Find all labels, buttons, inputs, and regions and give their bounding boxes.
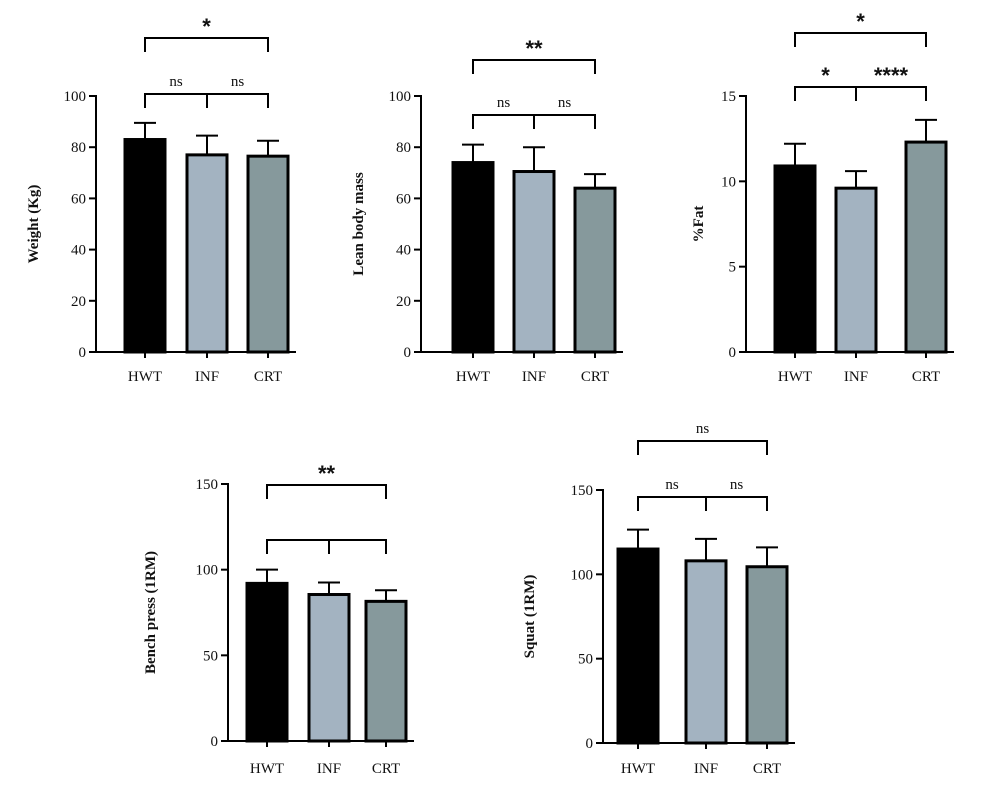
significance-label-1: * [821, 63, 830, 88]
significance-bracket-1 [266, 539, 330, 554]
significance-bracket-3 [472, 59, 596, 74]
y-tick-label-0: 0 [729, 345, 737, 361]
x-tick-label-crt: CRT [912, 369, 940, 385]
bar-hwt [245, 581, 289, 743]
significance-label-2: **** [874, 63, 909, 88]
y-tick-label-50: 50 [203, 648, 218, 664]
chart-panel-2: 0 20 40 60 80 100 HWT INF CRT Lean body mass ns ns *… [351, 36, 623, 385]
x-tick-label-hwt: HWT [456, 369, 490, 385]
y-tick-label-10: 10 [721, 174, 736, 190]
y-tick-label-60: 60 [71, 191, 86, 207]
significance-label-3: * [202, 14, 211, 39]
y-tick-label-80: 80 [71, 140, 86, 156]
significance-bracket-2 [328, 539, 387, 554]
bar-inf [185, 153, 229, 354]
bar-hwt [123, 138, 167, 354]
significance-bracket-2 [705, 496, 768, 511]
x-tick-label-hwt: HWT [250, 761, 284, 777]
chart-panel-4: 0 50 100 150 HWT INF CRT Bench press (1RM) ** [143, 461, 414, 777]
y-tick-label-100: 100 [64, 89, 87, 105]
significance-bracket-1 [144, 93, 208, 108]
y-tick-label-150: 150 [196, 477, 219, 493]
y-tick-label-150: 150 [571, 483, 594, 499]
y-tick-label-20: 20 [71, 294, 86, 310]
x-tick-label-crt: CRT [753, 761, 781, 777]
significance-label-1: ns [497, 95, 511, 111]
y-axis-title: %Fat [691, 206, 707, 243]
significance-bracket-1 [472, 114, 535, 129]
significance-label-3: ns [696, 421, 710, 437]
x-tick-label-hwt: HWT [128, 369, 162, 385]
significance-label-2: ns [730, 477, 744, 493]
significance-label-1: ns [169, 74, 183, 90]
bar-inf [307, 593, 351, 743]
significance-bracket-3 [637, 440, 768, 455]
y-tick-label-100: 100 [571, 567, 594, 583]
significance-bracket-1 [637, 496, 707, 511]
y-axis-title: Bench press (1RM) [143, 551, 159, 674]
y-tick-label-100: 100 [389, 89, 412, 105]
significance-label-1: ns [665, 477, 679, 493]
x-tick-label-crt: CRT [581, 369, 609, 385]
y-tick-label-0: 0 [404, 345, 412, 361]
bar-crt [573, 186, 617, 354]
y-tick-label-0: 0 [586, 736, 594, 752]
bar-inf [512, 170, 556, 354]
bar-hwt [616, 547, 660, 745]
significance-label-3: ** [318, 461, 336, 486]
bar-crt [904, 140, 948, 354]
bar-hwt [773, 164, 817, 354]
x-tick-label-inf: INF [195, 369, 219, 385]
bar-crt [246, 154, 290, 354]
x-tick-label-inf: INF [694, 761, 718, 777]
y-tick-label-80: 80 [396, 140, 411, 156]
significance-label-2: ns [558, 95, 572, 111]
y-tick-label-0: 0 [79, 345, 87, 361]
significance-label-2: ns [231, 74, 245, 90]
y-tick-label-40: 40 [71, 243, 86, 259]
significance-label-3: * [856, 9, 865, 34]
significance-bracket-3 [144, 37, 269, 52]
significance-bracket-1 [794, 86, 857, 101]
y-tick-label-20: 20 [396, 294, 411, 310]
significance-bracket-2 [206, 93, 269, 108]
chart-panel-5: 0 50 100 150 HWT INF CRT Squat (1RM) ns ns ns [522, 421, 795, 777]
x-tick-label-inf: INF [844, 369, 868, 385]
chart-panel-1: 0 20 40 60 80 100 HWT INF CRT Weight (Kg) ns ns * [26, 14, 296, 385]
x-tick-label-crt: CRT [254, 369, 282, 385]
y-axis-title: Weight (Kg) [26, 185, 42, 264]
bar-crt [745, 565, 789, 745]
x-tick-label-hwt: HWT [621, 761, 655, 777]
bar-hwt [451, 161, 495, 354]
y-tick-label-40: 40 [396, 243, 411, 259]
y-tick-label-0: 0 [211, 734, 219, 750]
bar-inf [834, 186, 878, 354]
y-tick-label-15: 15 [721, 89, 736, 105]
significance-bracket-2 [855, 86, 927, 101]
y-tick-label-100: 100 [196, 563, 219, 579]
y-tick-label-5: 5 [729, 260, 737, 276]
significance-label-3: ** [525, 36, 543, 61]
x-tick-label-crt: CRT [372, 761, 400, 777]
bar-crt [364, 599, 408, 743]
significance-bracket-2 [533, 114, 596, 129]
x-tick-label-inf: INF [317, 761, 341, 777]
significance-bracket-3 [794, 32, 927, 47]
y-axis-title: Lean body mass [351, 172, 367, 276]
x-tick-label-hwt: HWT [778, 369, 812, 385]
y-axis-title: Squat (1RM) [522, 575, 538, 659]
y-tick-label-50: 50 [578, 652, 593, 668]
x-tick-label-inf: INF [522, 369, 546, 385]
y-tick-label-60: 60 [396, 191, 411, 207]
bar-inf [684, 559, 728, 745]
significance-bracket-3 [266, 484, 387, 499]
